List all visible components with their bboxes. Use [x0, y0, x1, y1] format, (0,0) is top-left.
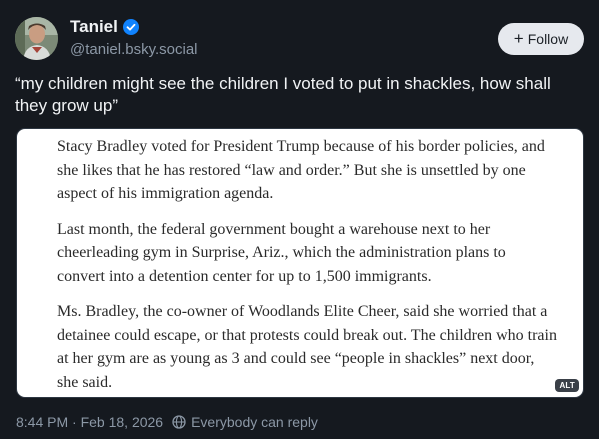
post-image[interactable]: Stacy Bradley voted for President Trump … [16, 128, 584, 398]
author-name[interactable]: Taniel [70, 17, 139, 37]
avatar-image [15, 17, 58, 60]
article-screenshot: Stacy Bradley voted for President Trump … [57, 135, 557, 397]
article-paragraph: Stacy Bradley voted for President Trump … [57, 138, 545, 202]
post-meta: 8:44 PM · Feb 18, 2026 Everybody can rep… [16, 414, 318, 430]
author-name-text[interactable]: Taniel [70, 17, 118, 36]
post-text: “my children might see the children I vo… [15, 74, 551, 115]
follow-button-label: Follow [527, 31, 569, 47]
article-paragraph: Ms. Bradley, the co-owner of Woodlands E… [57, 303, 557, 391]
alt-text-badge[interactable]: ALT [555, 379, 579, 392]
avatar[interactable] [15, 17, 58, 60]
post-timestamp[interactable]: 8:44 PM · Feb 18, 2026 [16, 414, 164, 430]
verified-badge-icon [122, 19, 139, 35]
author-handle[interactable]: @taniel.bsky.social [70, 41, 198, 58]
globe-icon [172, 415, 186, 429]
reply-setting[interactable]: Everybody can reply [191, 414, 318, 430]
follow-button[interactable]: + Follow [498, 23, 584, 55]
plus-icon: + [513, 29, 524, 48]
article-paragraph: Last month, the federal government bough… [57, 220, 506, 285]
